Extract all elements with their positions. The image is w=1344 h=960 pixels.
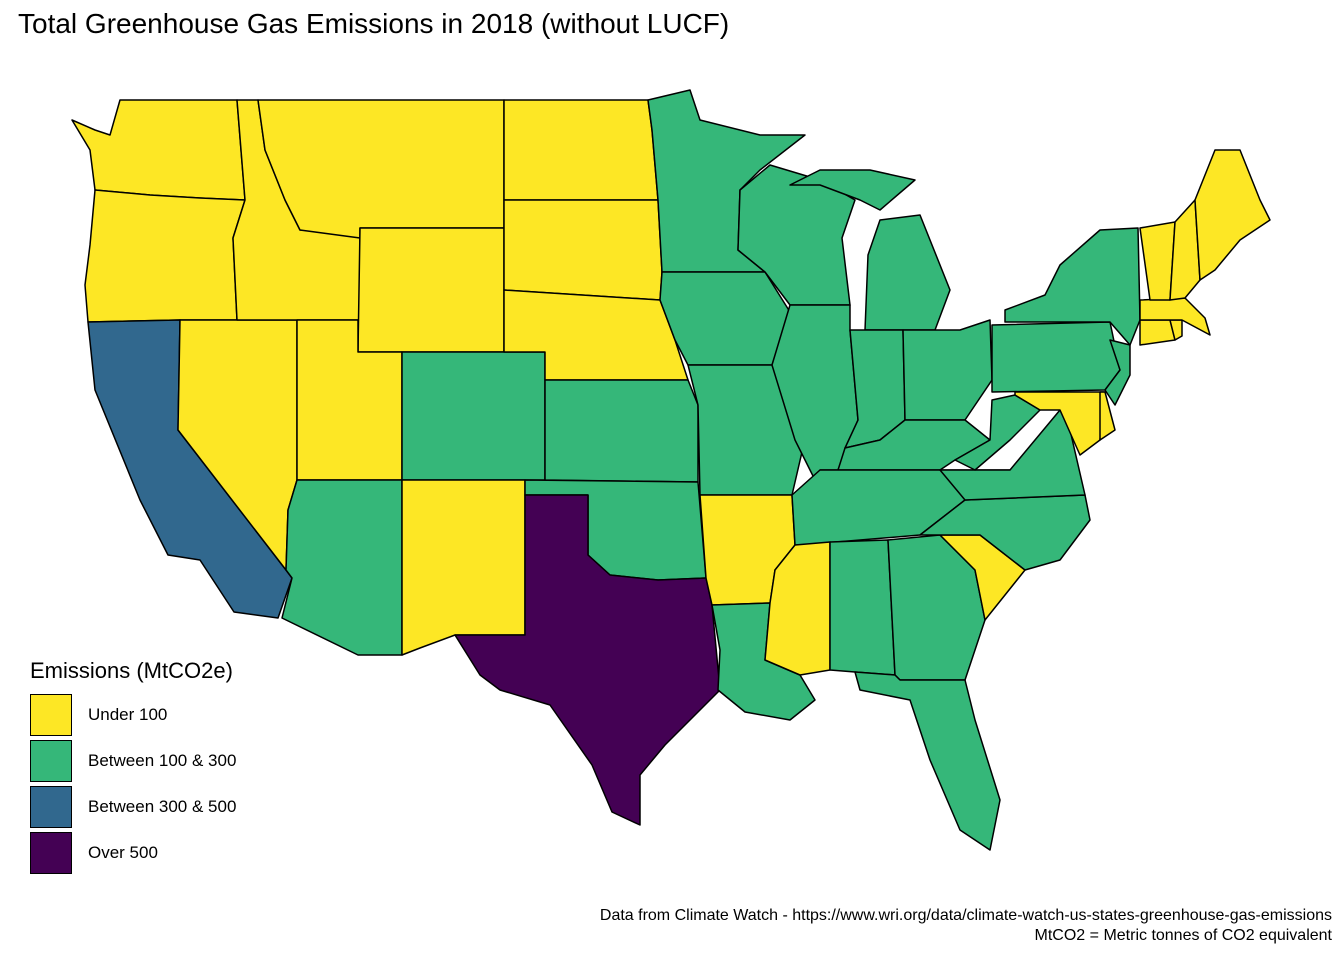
- legend-label: Between 100 & 300: [88, 751, 237, 770]
- state-tx: [454, 494, 721, 826]
- state-oh: [902, 319, 993, 421]
- state-az: [281, 479, 403, 656]
- legend-title: Emissions (MtCO2e): [30, 658, 233, 683]
- state-nm: [401, 479, 526, 656]
- caption-unit-line: MtCO2 = Metric tonnes of CO2 equivalent: [1034, 927, 1332, 944]
- source-caption: Data from Climate Watch - https://www.wr…: [600, 906, 1332, 946]
- state-nj: [1104, 339, 1131, 406]
- state-fl: [854, 671, 1001, 851]
- state-wy: [357, 227, 505, 353]
- legend-swatch: [30, 694, 72, 736]
- state-sd: [503, 199, 663, 301]
- legend-item-under-100: Under 100: [30, 692, 236, 738]
- legend-label: Under 100: [88, 705, 168, 724]
- state-mt: [257, 99, 505, 239]
- legend-label: Between 300 & 500: [88, 797, 237, 816]
- state-de: [1099, 391, 1116, 441]
- state-wi: [737, 164, 856, 306]
- state-nh: [1169, 199, 1201, 301]
- caption-source-line: Data from Climate Watch - https://www.wr…: [599, 907, 1332, 924]
- state-me: [1194, 149, 1271, 281]
- state-pa: [991, 321, 1121, 393]
- state-nd: [503, 99, 659, 201]
- state-wa: [71, 99, 246, 201]
- state-ny: [1004, 227, 1141, 346]
- state-ct: [1139, 319, 1176, 346]
- legend-label: Over 500: [88, 843, 158, 862]
- state-vt: [1139, 221, 1176, 301]
- legend: Emissions (MtCO2e) Under 100 Between 100…: [30, 658, 236, 876]
- map-title: Total Greenhouse Gas Emissions in 2018 (…: [18, 8, 730, 39]
- legend-swatch: [30, 832, 72, 874]
- legend-swatch: [30, 786, 72, 828]
- legend-item-over-500: Over 500: [30, 830, 236, 876]
- state-co: [401, 351, 546, 481]
- state-ia: [659, 271, 791, 366]
- legend-swatch: [30, 740, 72, 782]
- state-or: [84, 189, 246, 323]
- state-al: [829, 539, 896, 676]
- legend-item-between-100-300: Between 100 & 300: [30, 738, 236, 784]
- state-mi-up: [789, 169, 916, 211]
- state-ks: [544, 379, 699, 483]
- state-mi: [864, 214, 951, 331]
- legend-item-between-300-500: Between 300 & 500: [30, 784, 236, 830]
